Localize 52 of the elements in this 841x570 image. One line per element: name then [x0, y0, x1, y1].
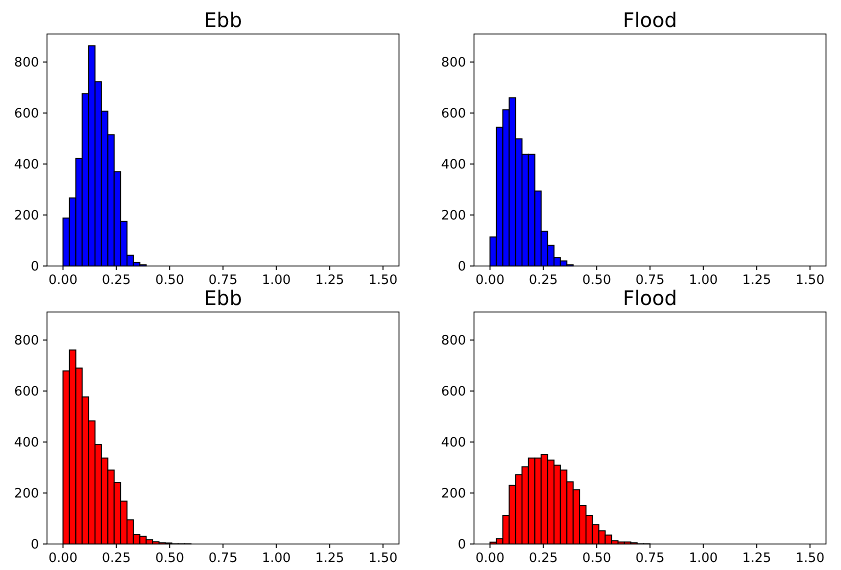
x-tick-label: 1.25 — [742, 273, 772, 288]
y-tick-label: 600 — [441, 106, 466, 122]
x-tick-label: 0.50 — [155, 273, 184, 288]
x-tick-label: 0.75 — [636, 551, 664, 566]
y-tick-label: 400 — [14, 158, 39, 173]
x-tick-label: 0.00 — [48, 273, 78, 288]
y-tick-label: 200 — [441, 208, 466, 224]
chart-title: Flood — [622, 8, 678, 32]
x-tick-label: 0.75 — [636, 273, 664, 288]
y-tick-label: 600 — [14, 384, 39, 400]
x-tick-label: 0.50 — [582, 273, 612, 288]
x-tick-label: 1.50 — [796, 551, 824, 566]
y-tick-label: 0 — [30, 538, 39, 553]
x-tick-label: 1.00 — [688, 551, 718, 566]
y-tick-label: 200 — [14, 486, 39, 502]
x-tick-label: 0.25 — [102, 551, 131, 566]
x-tick-label: 1.25 — [315, 551, 344, 566]
y-tick-label: 400 — [441, 158, 466, 173]
x-tick-label: 0.50 — [582, 551, 612, 566]
x-tick-label: 0.00 — [48, 551, 78, 566]
x-tick-label: 0.50 — [155, 551, 184, 566]
y-tick-label: 800 — [14, 56, 39, 71]
x-tick-label: 0.25 — [102, 273, 131, 288]
y-tick-label: 200 — [441, 486, 466, 502]
chart-title: Ebb — [204, 286, 242, 310]
x-tick-label: 1.00 — [688, 273, 718, 288]
x-tick-label: 0.00 — [476, 551, 504, 566]
chart-title: Flood — [622, 286, 678, 310]
y-tick-label: 800 — [441, 334, 466, 349]
x-tick-label: 1.25 — [742, 551, 772, 566]
x-tick-label: 1.25 — [315, 273, 344, 288]
x-tick-label: 0.75 — [208, 273, 238, 288]
y-tick-label: 0 — [30, 260, 39, 275]
y-tick-label: 800 — [441, 56, 466, 71]
y-tick-label: 0 — [458, 538, 466, 553]
y-tick-label: 400 — [441, 436, 466, 451]
y-tick-label: 600 — [441, 384, 466, 400]
x-tick-label: 1.50 — [368, 551, 398, 566]
x-tick-label: 0.25 — [528, 273, 558, 288]
x-tick-label: 1.00 — [262, 273, 291, 288]
y-tick-label: 0 — [458, 260, 466, 275]
x-tick-label: 1.50 — [796, 273, 824, 288]
y-tick-label: 800 — [14, 334, 39, 349]
x-tick-label: 0.75 — [208, 551, 238, 566]
y-tick-label: 400 — [14, 436, 39, 451]
x-tick-label: 0.00 — [476, 273, 504, 288]
y-tick-label: 200 — [14, 208, 39, 224]
x-tick-label: 1.50 — [368, 273, 398, 288]
y-tick-label: 600 — [14, 106, 39, 122]
x-tick-label: 1.00 — [262, 551, 291, 566]
x-tick-label: 0.25 — [528, 551, 558, 566]
chart-title: Ebb — [204, 8, 242, 32]
